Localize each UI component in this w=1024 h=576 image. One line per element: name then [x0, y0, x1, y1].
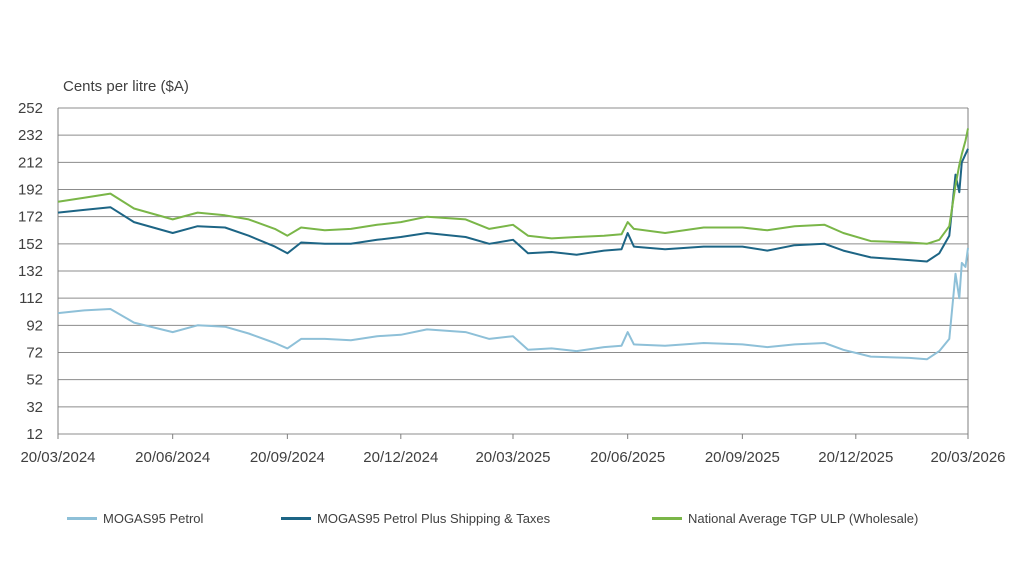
x-tick-label: 20/06/2025: [590, 449, 665, 466]
x-tick-label: 20/12/2025: [818, 449, 893, 466]
legend-label: MOGAS95 Petrol Plus Shipping & Taxes: [317, 511, 551, 526]
series-lines: [57, 128, 969, 361]
legend-swatch-mogas95-petrol: [67, 517, 97, 520]
y-tick-label: 72: [26, 345, 43, 362]
legend-item-mogas95-plus-shipping: MOGAS95 Petrol Plus Shipping & Taxes: [281, 511, 550, 526]
x-tick-label: 20/12/2024: [363, 449, 438, 466]
y-tick-label: 192: [18, 182, 43, 199]
y-tick-label: 52: [26, 372, 43, 389]
y-tick-label: 252: [18, 100, 43, 117]
x-tick-label: 20/09/2024: [250, 449, 325, 466]
x-tick-label: 20/03/2024: [20, 449, 95, 466]
x-tick-label: 20/06/2024: [135, 449, 210, 466]
x-tick-label: 20/03/2026: [930, 449, 1005, 466]
series-line-2: [57, 128, 969, 245]
legend: MOGAS95 Petrol MOGAS95 Petrol Plus Shipp…: [0, 511, 1024, 531]
legend-swatch-tgp-ulp: [652, 517, 682, 520]
series-line-1: [57, 148, 969, 263]
y-tick-label: 112: [19, 290, 43, 307]
y-tick-label: 12: [26, 426, 43, 443]
y-axis-unit-label: Cents per litre ($A): [63, 78, 189, 95]
y-tick-label: 132: [18, 263, 43, 280]
legend-label: National Average TGP ULP (Wholesale): [688, 511, 919, 526]
y-tick-label: 152: [18, 236, 43, 253]
gridlines: [57, 107, 969, 439]
y-tick-label: 232: [18, 127, 43, 144]
y-tick-label: 212: [18, 154, 43, 171]
x-tick-label: 20/09/2025: [705, 449, 780, 466]
y-tick-label: 172: [18, 209, 43, 226]
y-tick-label: 92: [26, 317, 43, 334]
y-tick-labels: 252 232 212 192 172 152 132 112 92 72 52 32 12: [18, 100, 43, 443]
line-chart: Cents per litre ($A) 252 232 212 192 172 152 1…: [18, 78, 1006, 466]
legend-item-mogas95-petrol: MOGAS95 Petrol: [67, 511, 203, 526]
x-tick-labels: 20/03/2024 20/06/2024 20/09/2024 20/12/2024…: [20, 449, 1005, 466]
y-tick-label: 32: [26, 399, 43, 416]
series-line-0: [57, 247, 969, 361]
legend-label: MOGAS95 Petrol: [103, 511, 204, 526]
legend-item-tgp-ulp: National Average TGP ULP (Wholesale): [652, 511, 918, 526]
legend-swatch-mogas95-plus-shipping: [281, 517, 311, 520]
x-tick-label: 20/03/2025: [475, 449, 550, 466]
